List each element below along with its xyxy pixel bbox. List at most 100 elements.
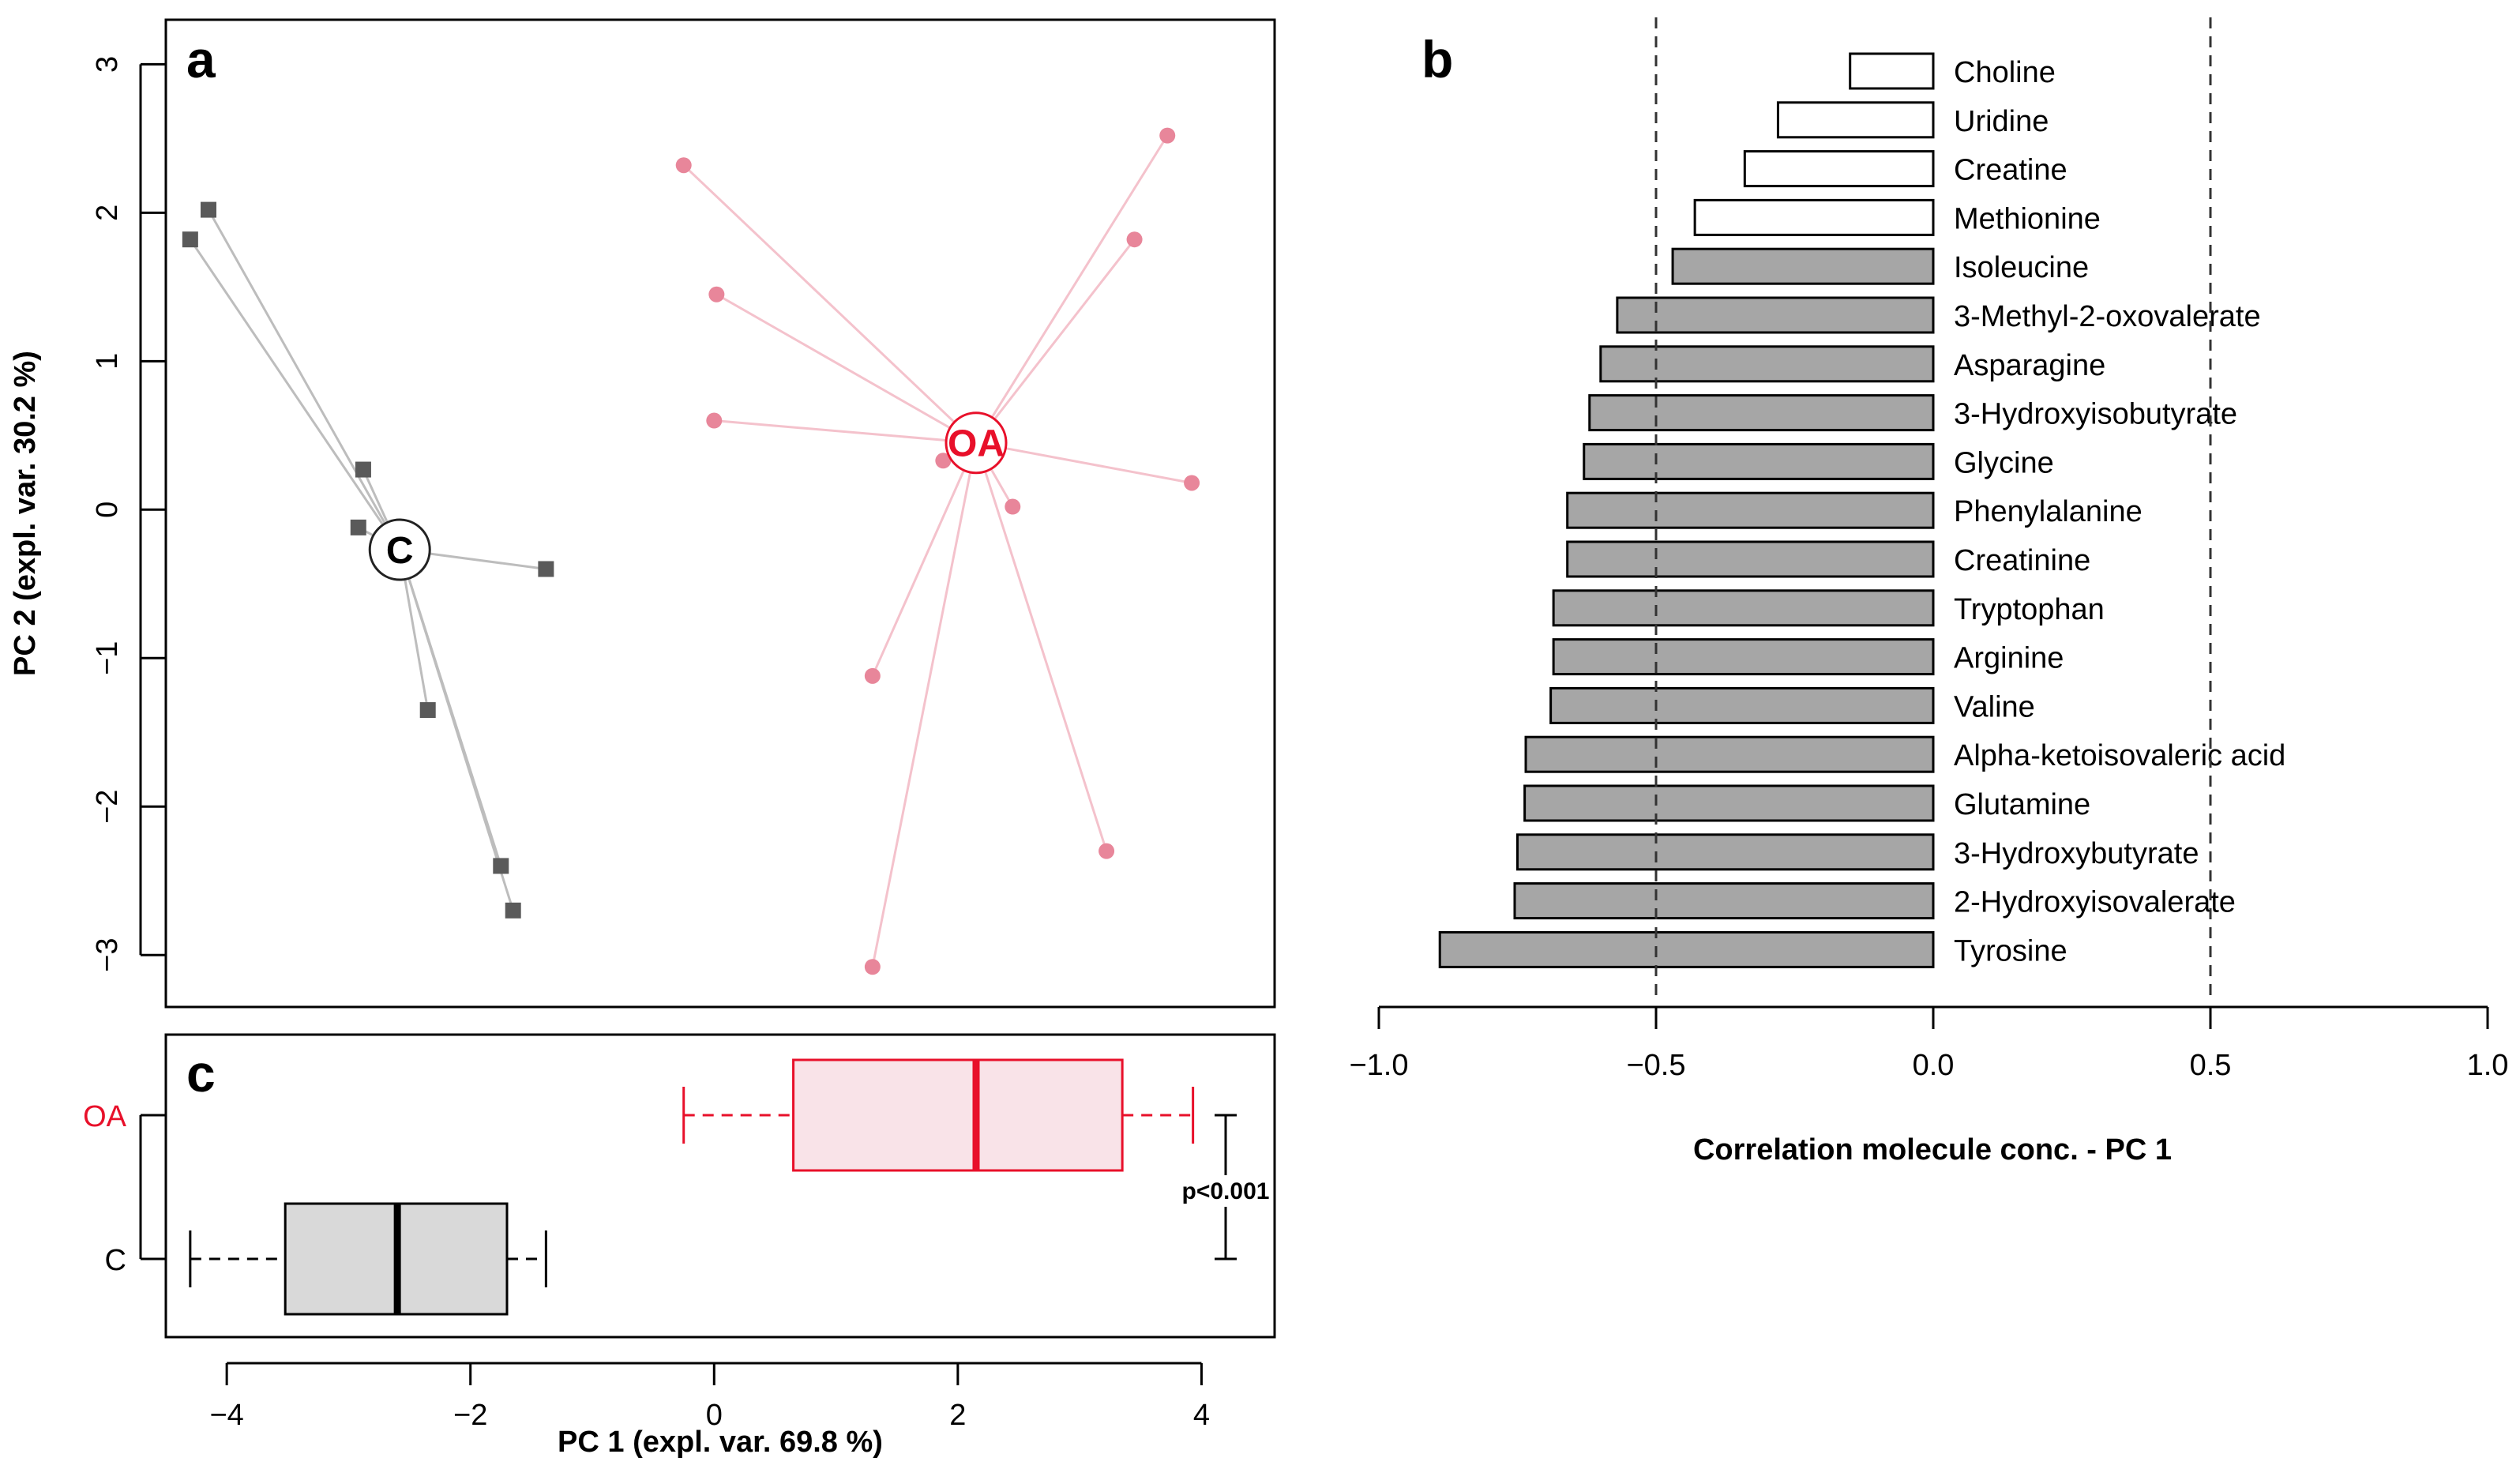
bar-label: Glutamine <box>1954 788 2090 821</box>
panel-c-x-tick-label: −4 <box>209 1399 243 1432</box>
centroid-oa-label: OA <box>948 423 1005 465</box>
panel-a-y-tick-label: −2 <box>91 790 124 824</box>
panel-b-letter: b <box>1421 30 1453 88</box>
panel-a-y-tick-label: 0 <box>91 502 124 518</box>
bar-label: Valine <box>1954 690 2035 723</box>
panel-b-barchart: b Choline Uridine Creatine Methionine Isoleu… <box>1349 17 2508 1167</box>
bar <box>1671 247 1935 285</box>
bar <box>1776 101 1935 139</box>
panel-c-x-tick-label: 4 <box>1193 1399 1210 1432</box>
panel-b-x-tick-label: −1.0 <box>1349 1049 1408 1082</box>
bar <box>1552 638 1935 676</box>
panel-a-letter: a <box>186 30 216 88</box>
panel-a-points <box>182 127 1200 975</box>
panel-b-x-tick-label: 0.5 <box>2190 1049 2232 1082</box>
spoke-oa <box>715 293 977 445</box>
panel-c-x-axis: −4 −2 0 2 4 <box>209 1362 1210 1432</box>
panel-a-y-tick-label: 3 <box>91 56 124 73</box>
panel-c-x-tick-label: −2 <box>453 1399 487 1432</box>
bar-label: Creatinine <box>1954 544 2090 577</box>
spoke-c <box>189 239 401 550</box>
point-oa <box>935 453 952 469</box>
panel-a-y-tick-label: 2 <box>91 205 124 221</box>
point-oa <box>1184 475 1200 491</box>
bar-label: 2-Hydroxyisovalerate <box>1954 886 2236 919</box>
bar-label: Phenylalanine <box>1954 495 2143 528</box>
point-c <box>350 519 366 535</box>
centroid-c-label: C <box>386 530 414 572</box>
panel-c-x-tick-label: 0 <box>706 1399 723 1432</box>
bar <box>1516 833 1935 871</box>
spoke-c <box>207 209 401 550</box>
bar-label: Tryptophan <box>1954 593 2105 626</box>
spoke-oa <box>975 441 1192 484</box>
bar-label: Arginine <box>1954 642 2064 675</box>
panel-a-y-axis-title: PC 2 (expl. var. 30.2 %) <box>9 351 42 676</box>
point-c <box>419 702 436 719</box>
bar-label: Asparagine <box>1954 349 2105 382</box>
panel-b-x-tick-label: 1.0 <box>2467 1049 2509 1082</box>
spoke-oa <box>871 442 978 967</box>
bar <box>1552 589 1935 627</box>
bar <box>1438 930 1935 968</box>
bar <box>1524 735 1935 773</box>
point-oa <box>1126 231 1143 248</box>
bar <box>1849 52 1935 90</box>
centroid-oa-circle <box>945 411 1008 475</box>
box-c-label: C <box>105 1244 126 1277</box>
spoke-oa <box>975 134 1169 444</box>
panel-a-frame <box>164 18 1276 1009</box>
panel-b-x-tick-label: 0.0 <box>1913 1049 1955 1082</box>
bar <box>1588 394 1935 432</box>
significance-label-bg <box>1178 1175 1273 1207</box>
bar-label: Uridine <box>1954 105 2049 138</box>
point-oa <box>1159 127 1176 144</box>
point-oa <box>708 286 725 302</box>
bar-label: Glycine <box>1954 446 2054 479</box>
point-c <box>505 902 521 919</box>
point-c <box>355 461 371 478</box>
point-c <box>493 858 509 874</box>
point-oa <box>864 667 881 684</box>
bar <box>1693 198 1935 236</box>
panel-c-letter: c <box>186 1044 216 1103</box>
bar <box>1599 345 1935 383</box>
bar-label: 3-Methyl-2-oxovalerate <box>1954 300 2261 333</box>
point-c <box>201 201 216 218</box>
bar <box>1566 540 1935 578</box>
panel-a-y-tick-label: −3 <box>91 938 124 972</box>
spoke-oa <box>714 419 977 445</box>
point-oa <box>706 412 723 429</box>
bar-label: 3-Hydroxyisobutyrate <box>1954 398 2237 431</box>
bar-label: Tyrosine <box>1954 934 2067 967</box>
bar <box>1549 686 1935 724</box>
panel-a-scatter: a 3 2 1 0 −1 −2 −3 PC 2 (expl. var. 30.2 %) C O… <box>9 18 1276 1009</box>
bar-label: Alpha-ketoisovaleric acid <box>1954 739 2285 772</box>
panel-a-centroids: C OA <box>368 411 1008 581</box>
bar <box>1616 296 1935 334</box>
point-oa <box>1005 498 1021 515</box>
panel-b-x-tick-label: −0.5 <box>1626 1049 1685 1082</box>
box-oa-label: OA <box>83 1100 127 1133</box>
panel-b-reference-lines <box>1654 17 2212 1003</box>
point-c <box>538 561 554 577</box>
bar-label: Creatine <box>1954 154 2067 187</box>
bar-label: 3-Hydroxybutyrate <box>1954 837 2199 870</box>
point-oa <box>1099 843 1115 859</box>
panel-b-x-axis-title: Correlation molecule conc. - PC 1 <box>1693 1133 2172 1167</box>
spoke-c <box>398 549 515 911</box>
point-oa <box>675 157 692 174</box>
box-oa-iqr <box>792 1058 1124 1172</box>
panel-c-frame <box>164 1033 1276 1339</box>
panel-b-x-axis: −1.0 −0.5 0.0 0.5 1.0 <box>1349 1005 2509 1082</box>
spoke-oa <box>975 442 1108 852</box>
panel-a-y-tick-label: 1 <box>91 353 124 370</box>
bar <box>1513 882 1935 920</box>
panel-a-spokes <box>189 134 1192 967</box>
bar <box>1583 442 1935 480</box>
panel-c-x-axis-title: PC 1 (expl. var. 69.8 %) <box>558 1426 883 1459</box>
panel-a-y-tick-label: −1 <box>91 641 124 675</box>
bar <box>1566 491 1935 529</box>
panel-b-bars: Choline Uridine Creatine Methionine Isoleuci… <box>1438 52 2285 968</box>
